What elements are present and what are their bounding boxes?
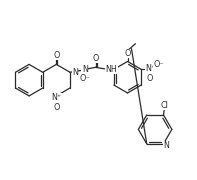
Text: N: N [82,65,88,74]
Text: O: O [124,49,131,58]
Text: N: N [164,141,169,150]
Text: O⁻: O⁻ [79,74,90,83]
Text: N: N [72,68,78,77]
Text: Cl: Cl [161,101,168,110]
Text: O: O [53,103,59,112]
Text: O: O [92,54,99,63]
Text: NH: NH [105,65,117,74]
Text: O: O [147,74,153,83]
Text: N⁺: N⁺ [51,93,61,102]
Text: O⁻: O⁻ [154,60,164,69]
Text: O: O [53,51,59,60]
Text: N⁺: N⁺ [145,64,155,73]
